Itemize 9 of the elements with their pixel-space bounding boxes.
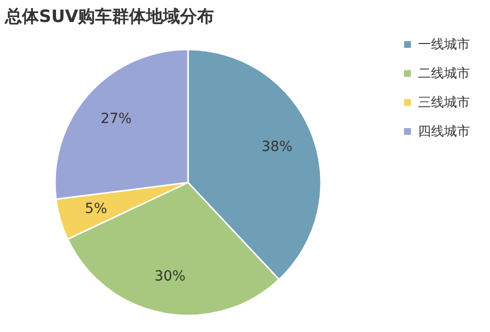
data-label: 27%: [100, 111, 132, 128]
chart-title: 总体SUV购车群体地域分布: [4, 7, 214, 27]
legend-label: 二线城市: [418, 66, 470, 82]
legend-label: 三线城市: [418, 96, 470, 110]
data-label: 30%: [154, 268, 186, 285]
legend-label: 一线城市: [418, 38, 470, 52]
legend-label: 四线城市: [418, 124, 470, 140]
data-label: 5%: [84, 201, 108, 218]
data-label: 38%: [261, 139, 293, 156]
